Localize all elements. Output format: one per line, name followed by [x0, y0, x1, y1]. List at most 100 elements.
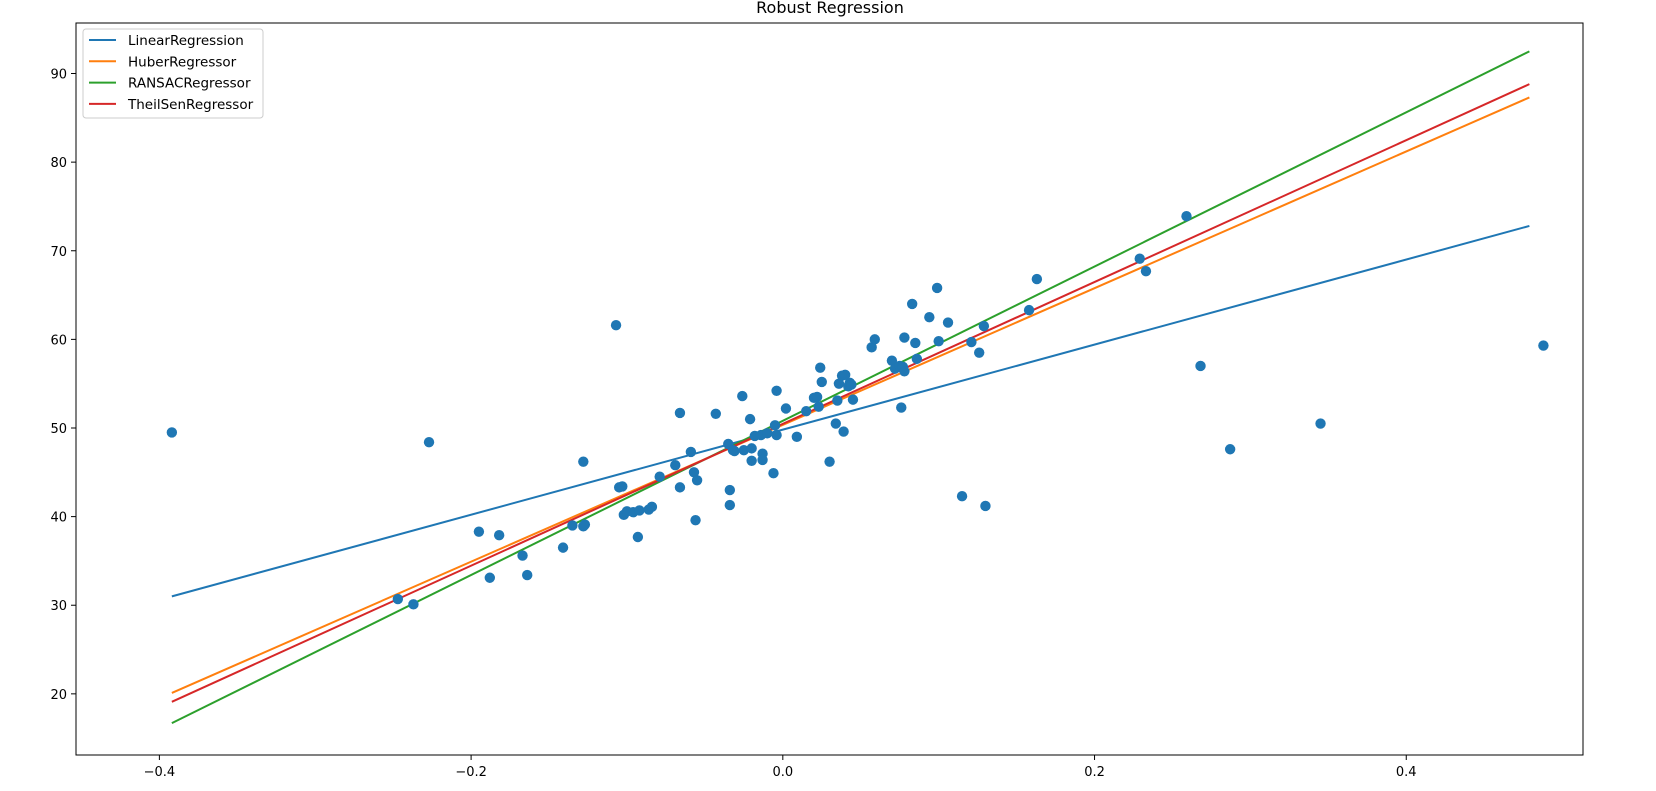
data-point [493, 530, 505, 541]
data-point [830, 418, 842, 429]
data-point [906, 298, 918, 310]
data-point [654, 471, 665, 482]
data-point [617, 481, 628, 492]
data-point [1134, 253, 1145, 264]
data-point [832, 395, 843, 406]
data-point [1195, 360, 1206, 372]
data-point [980, 500, 991, 512]
y-tick-label: 30 [50, 599, 67, 614]
data-point [1031, 273, 1043, 285]
data-point [746, 455, 757, 466]
data-point [833, 378, 845, 389]
data-point [899, 366, 910, 377]
data-point [813, 401, 824, 412]
x-axis-ticks: −0.4 −0.2 0.0 0.2 0.4 [144, 755, 1417, 780]
data-point [978, 320, 990, 332]
y-tick-label: 50 [50, 422, 67, 437]
data-point [578, 456, 589, 467]
x-tick-label: −0.4 [144, 765, 176, 780]
data-point [839, 369, 851, 381]
data-point [737, 390, 748, 402]
data-point [966, 336, 977, 348]
data-point [924, 312, 935, 323]
data-point [762, 428, 773, 439]
data-point [610, 319, 622, 331]
data-point [710, 408, 721, 420]
legend-label: TheilSenRegressor [127, 97, 254, 113]
y-tick-label: 20 [50, 688, 67, 703]
data-point [1023, 304, 1035, 316]
data-point [824, 456, 835, 467]
data-point [727, 444, 739, 456]
data-point [674, 407, 686, 419]
data-point [578, 521, 589, 532]
data-point [956, 491, 968, 502]
chart-title: Robust Regression [756, 0, 904, 17]
data-point [1315, 418, 1326, 429]
data-point [685, 446, 697, 458]
data-point [738, 444, 750, 456]
data-point [724, 499, 736, 511]
data-point [757, 454, 768, 466]
data-point [567, 520, 578, 531]
data-point [771, 429, 782, 441]
data-point [632, 531, 644, 543]
data-point [816, 376, 827, 388]
data-point [801, 405, 812, 417]
data-point [866, 342, 877, 353]
legend-label: HuberRegressor [128, 54, 237, 70]
legend-label: LinearRegression [128, 33, 244, 49]
data-point [484, 572, 496, 583]
data-point [847, 394, 859, 405]
legend: LinearRegression HuberRegressor RANSACRegr… [82, 28, 264, 119]
data-point [408, 599, 419, 610]
data-point [522, 569, 533, 581]
data-point [815, 362, 826, 373]
data-point [791, 431, 803, 443]
data-point [886, 355, 898, 366]
data-point [674, 482, 686, 493]
y-tick-label: 70 [50, 245, 67, 260]
data-point [517, 550, 528, 561]
data-point [746, 443, 757, 454]
series-line-3 [171, 83, 1530, 703]
data-point [634, 505, 645, 516]
data-point [646, 501, 658, 513]
data-point [1224, 444, 1236, 455]
data-point [166, 427, 178, 438]
data-point [869, 334, 880, 345]
y-axis-ticks: 20 30 40 50 60 70 80 90 [50, 68, 76, 703]
data-point [724, 484, 736, 496]
data-point [1181, 210, 1192, 222]
y-tick-label: 90 [50, 68, 67, 83]
data-point [931, 282, 943, 294]
x-tick-label: 0.2 [1084, 765, 1105, 780]
legend-box [82, 28, 264, 119]
scatter-points [166, 210, 1549, 610]
legend-label: RANSACRegressor [128, 76, 251, 92]
data-point [1140, 265, 1152, 277]
x-tick-label: 0.4 [1396, 765, 1417, 780]
data-point [899, 332, 910, 343]
y-tick-label: 80 [50, 156, 67, 171]
data-point [942, 317, 954, 328]
data-point [811, 391, 823, 403]
data-point [896, 402, 907, 413]
data-point [838, 426, 849, 437]
data-point [768, 467, 779, 479]
data-point [911, 353, 923, 365]
data-point [392, 593, 404, 605]
data-point [423, 436, 435, 448]
data-point [473, 526, 485, 537]
data-point [690, 514, 701, 526]
data-point [557, 542, 569, 553]
data-point [670, 460, 681, 471]
y-tick-label: 40 [50, 511, 67, 526]
data-point [846, 379, 857, 390]
series-line-0 [171, 224, 1530, 598]
data-point [691, 475, 703, 486]
x-tick-label: 0.0 [772, 765, 793, 780]
data-point [910, 337, 921, 349]
